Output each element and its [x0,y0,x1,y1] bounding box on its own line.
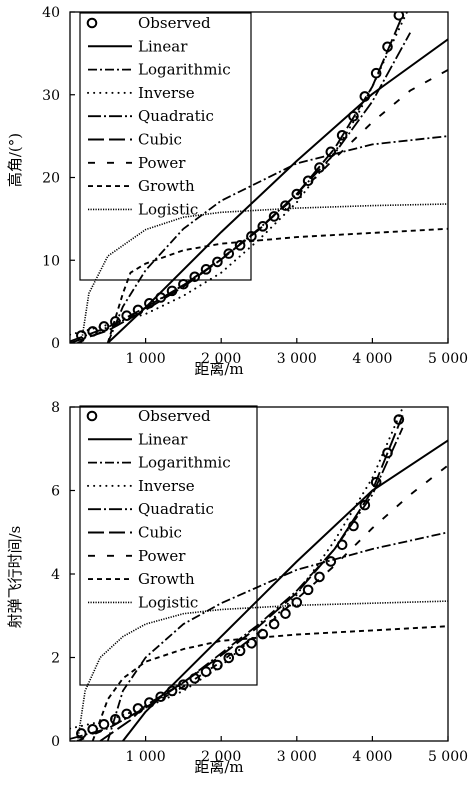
observed-point [325,556,337,567]
observed-point [280,200,291,211]
series-line-quadratic [70,32,411,343]
observed-point [246,638,257,649]
plot-series-group [70,407,448,741]
series-line-cubic [70,14,404,343]
y-axis-title: 高角/(°) [6,133,24,187]
legend-label-observed: Observed [138,407,211,425]
x-tick-label: 5 000 [428,749,468,765]
chart-panel-1: 1 000 2 000 3 000 4 000 5 000 0 10 20 30 40 距离/m 高角… [6,5,468,378]
x-tick-label: 3 000 [277,749,317,765]
observed-point [121,708,132,720]
y-tick-label: 20 [42,171,60,187]
legend-label-logarithmic: Logarithmic [138,454,231,472]
y-tick-label: 0 [51,336,60,352]
series-line-quadratic [70,427,404,740]
observed-point [212,659,223,671]
observed-point [325,146,337,158]
legend-label-logistic: Logistic [138,593,198,611]
legend-label-cubic: Cubic [138,524,182,542]
legend-label-quadratic: Quadratic [138,500,214,518]
y-tick-label: 6 [51,484,60,500]
legend-label-logistic: Logistic [138,200,198,218]
x-tick-label: 2 000 [201,749,241,765]
observed-point [212,256,223,268]
legend-label-cubic: Cubic [138,131,182,149]
x-tick-label: 1 000 [126,749,166,765]
series-line-growth [106,227,448,343]
legend-label-inverse: Inverse [138,84,195,102]
legend-label-logarithmic: Logarithmic [138,61,231,79]
observed-point [234,645,246,657]
x-tick-label: 1 000 [126,351,166,367]
observed-point [189,271,201,283]
observed-point [268,211,280,222]
series-line-growth [91,625,448,741]
observed-point [223,248,235,259]
series-line-power [77,464,448,741]
legend-label-inverse: Inverse [138,477,195,495]
legend-label-power: Power [138,547,186,565]
observed-point [291,188,303,200]
y-tick-label: 10 [42,253,60,269]
series-line-logarithmic [106,135,448,343]
plot-frame [69,406,449,742]
y-tick-label: 8 [51,400,60,416]
x-axis-title: 距离/m [194,360,243,378]
legend-box [79,12,252,281]
series-line-cubic [99,415,404,741]
observed-point [234,240,246,251]
plot-series-group [70,12,448,343]
observed-point [291,597,303,608]
y-axis-title: 射弹飞行时间/s [6,526,24,629]
x-axis-title: 距离/m [194,758,243,776]
legend-marker-observed [86,17,98,29]
legend-label-observed: Observed [138,14,211,32]
observed-point [314,571,325,583]
series-line-inverse [70,12,409,336]
legend-label-linear: Linear [138,430,188,448]
observed-point [370,67,382,79]
observed-point [393,12,405,21]
y-tick-label: 4 [51,567,60,583]
x-tick-label: 4 000 [352,749,392,765]
legend-label-growth: Growth [138,570,195,588]
observed-point [200,264,212,275]
y-tick-label: 40 [42,5,60,21]
legend-label-quadratic: Quadratic [138,107,214,125]
y-tick-label: 0 [51,734,60,750]
observed-point [98,719,110,730]
y-tick-label: 2 [51,651,60,667]
series-line-linear [122,439,448,741]
observed-point [280,608,291,619]
series-line-logistic [76,600,448,741]
legend-label-linear: Linear [138,37,188,55]
observed-point [302,584,314,596]
legend-label-power: Power [138,154,186,172]
observed-point [257,221,269,232]
legend-marker-observed [86,410,98,422]
observed-point [336,129,348,141]
y-tick-label: 30 [42,88,60,104]
x-tick-label: 2 000 [201,351,241,367]
x-tick-label: 4 000 [352,351,392,367]
series-line-power [77,69,448,343]
observed-point [76,728,87,739]
chart-panel-2: 1 000 2 000 3 000 4 000 5 000 0 2 4 6 8 距离/m 射弹飞行时间… [6,400,468,776]
plot-frame [69,11,449,344]
series-line-inverse [70,407,405,730]
observed-point [223,652,235,664]
legend-box [79,405,258,686]
x-tick-label: 5 000 [428,351,468,367]
legend-label-growth: Growth [138,177,195,195]
x-tick-label: 3 000 [277,351,317,367]
series-line-logistic [80,203,448,343]
